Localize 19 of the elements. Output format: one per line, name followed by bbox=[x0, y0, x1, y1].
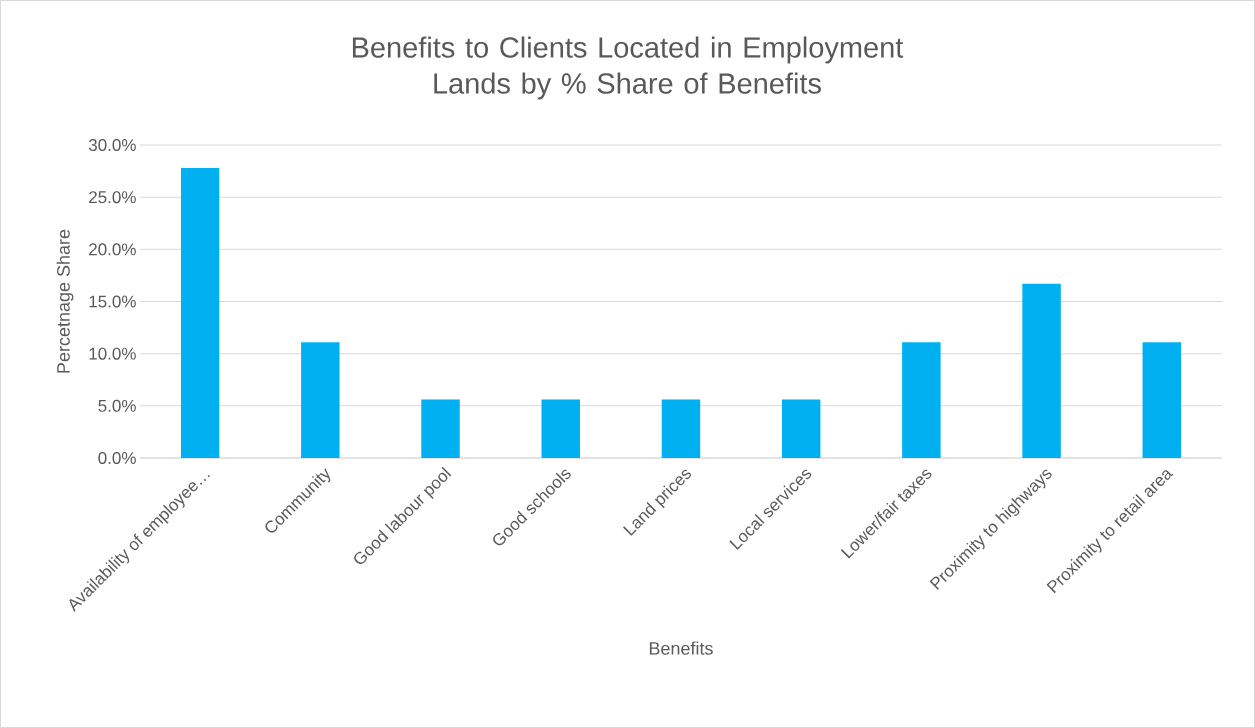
chart-title: Benefits to Clients Located in Employment Lands by % Share of Benefits bbox=[352, 36, 904, 100]
y-tick-label: 25.0% bbox=[89, 191, 136, 204]
y-tick-label: 15.0% bbox=[89, 295, 136, 308]
bar bbox=[180, 167, 220, 458]
bar bbox=[421, 399, 460, 458]
y-tick-label: 0.0% bbox=[98, 451, 136, 465]
bar bbox=[661, 399, 701, 458]
y-axis-title: Percetnage Share bbox=[56, 229, 74, 373]
y-tick-label: 30.0% bbox=[88, 138, 136, 152]
y-tick-label: 5.0% bbox=[98, 399, 136, 412]
y-tick-label: 10.0% bbox=[89, 347, 136, 360]
bar bbox=[301, 342, 340, 458]
bar bbox=[541, 399, 580, 458]
x-axis-title: Benefits bbox=[649, 641, 713, 655]
y-tick-label: 20.0% bbox=[89, 243, 136, 256]
bar bbox=[1022, 283, 1061, 458]
bar bbox=[902, 342, 941, 458]
bar bbox=[781, 399, 821, 458]
bar bbox=[1142, 342, 1182, 458]
